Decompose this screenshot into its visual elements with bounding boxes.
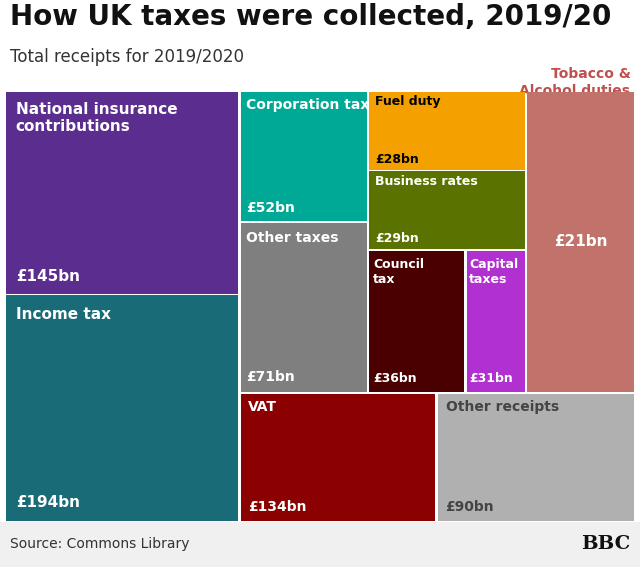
Text: Business rates: Business rates — [375, 175, 478, 188]
Text: Other receipts: Other receipts — [445, 400, 559, 414]
Text: £90bn: £90bn — [445, 501, 494, 514]
Text: How UK taxes were collected, 2019/20: How UK taxes were collected, 2019/20 — [10, 3, 611, 31]
Bar — [241, 92, 367, 221]
Text: Other taxes: Other taxes — [246, 231, 338, 246]
Text: £134bn: £134bn — [248, 501, 307, 514]
Text: £36bn: £36bn — [373, 373, 417, 386]
Bar — [6, 295, 238, 521]
Text: National insurance
contributions: National insurance contributions — [15, 101, 177, 134]
Text: £29bn: £29bn — [375, 232, 419, 246]
Text: Income tax: Income tax — [15, 307, 111, 321]
Bar — [241, 223, 367, 392]
Text: Capital
taxes: Capital taxes — [469, 258, 518, 286]
Bar — [6, 92, 238, 294]
Text: Source: Commons Library: Source: Commons Library — [10, 538, 189, 551]
Text: Total receipts for 2019/2020: Total receipts for 2019/2020 — [10, 48, 244, 66]
Text: VAT: VAT — [248, 400, 277, 414]
Text: Council
tax: Council tax — [373, 258, 424, 286]
Text: BBC: BBC — [581, 535, 630, 553]
Bar — [527, 92, 634, 392]
Text: Corporation tax: Corporation tax — [246, 98, 369, 112]
Bar — [369, 251, 464, 392]
Bar — [438, 394, 634, 521]
Text: £71bn: £71bn — [246, 370, 294, 384]
Bar — [241, 394, 435, 521]
Text: Fuel duty: Fuel duty — [375, 95, 441, 108]
Bar — [369, 171, 525, 249]
Text: £145bn: £145bn — [15, 269, 79, 284]
Text: £194bn: £194bn — [15, 494, 79, 510]
Text: £21bn: £21bn — [554, 235, 607, 249]
Text: £52bn: £52bn — [246, 201, 294, 215]
Text: Tobacco &
Alcohol duties: Tobacco & Alcohol duties — [520, 67, 630, 98]
Bar — [467, 251, 525, 392]
Text: £28bn: £28bn — [375, 153, 419, 166]
Bar — [369, 92, 525, 170]
Text: £31bn: £31bn — [469, 373, 513, 386]
